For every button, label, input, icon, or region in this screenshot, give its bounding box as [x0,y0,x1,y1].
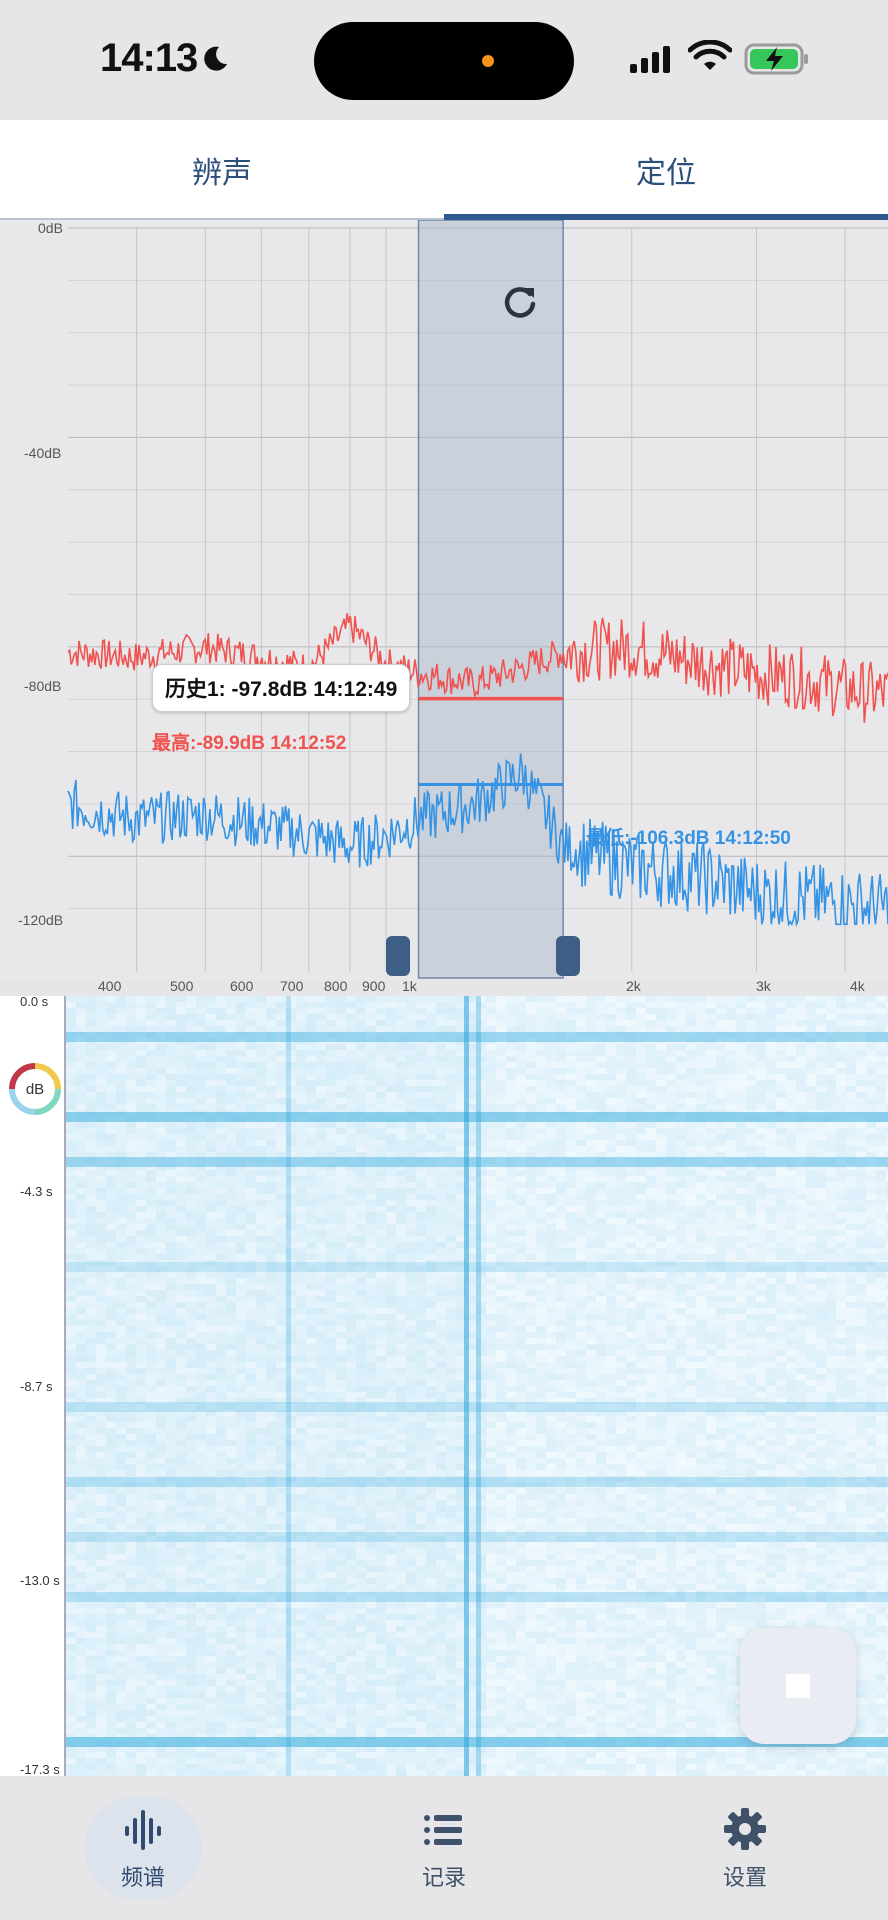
db-tick-0: 0dB [38,220,63,236]
spectrogram-band [66,1737,888,1747]
time-tick-1: -4.3 s [20,1184,53,1199]
nav-records[interactable]: 记录 [384,1798,504,1898]
tab-divider [0,218,444,220]
spectrogram-band [66,1112,888,1122]
nav-settings-label: 设置 [722,1865,767,1890]
wifi-icon [688,40,732,70]
spectrogram-streak [476,996,481,1776]
freq-tick-700: 700 [280,978,304,994]
selection-right-handle[interactable] [556,936,580,976]
tab-locate[interactable]: 定位 [636,157,696,190]
nav-spectrum[interactable]: 频谱 [83,1798,203,1898]
time-tick-3: -13.0 s [20,1573,60,1588]
time-axis-line [64,996,66,1776]
db-tick-2: -80dB [24,678,62,694]
freq-tick-1k: 1k [402,978,417,994]
freq-tick-4k: 4k [850,978,865,994]
waveform-icon [125,1810,161,1850]
max-level-label: 最高:-89.9dB 14:12:52 [152,733,347,754]
status-time: 14:13 [100,36,198,80]
tab-identify[interactable]: 辨声 [192,157,252,190]
stop-icon [786,1674,810,1698]
db-badge-label: dB [25,1080,45,1098]
db-tick-1: -40dB [24,445,62,461]
status-bar: 14:13 [0,0,888,120]
spectrogram-band [66,1592,888,1602]
spectrogram-streak [464,996,469,1776]
spectrogram-band [66,1262,888,1272]
spectrum-series-1 [67,753,888,928]
min-level-label: 最低:-106.3dB 14:12:50 [586,828,791,849]
spectrum-chart[interactable]: 0dB -40dB -80dB -120dB 400 500 600 700 8… [0,220,888,994]
time-tick-4: -17.3 s [20,1762,60,1777]
tab-bar: 辨声 定位 [0,120,888,220]
spectrogram-band [66,1402,888,1412]
history-tooltip: 历史1: -97.8dB 14:12:49 [152,664,411,712]
spectrogram-band [66,1477,888,1487]
privacy-indicator [482,55,494,67]
moon-icon [204,46,227,71]
freq-tick-3k: 3k [756,978,771,994]
freq-tick-900: 900 [362,978,386,994]
spectrum-plot[interactable] [0,220,888,980]
gear-icon [724,1808,766,1850]
nav-settings[interactable]: 设置 [685,1798,805,1898]
spectrogram-streak [286,996,291,1776]
freq-tick-400: 400 [98,978,122,994]
dynamic-island [314,22,574,100]
refress-icon[interactable] [500,282,540,322]
spectrogram-band [66,1032,888,1042]
spectrogram-band [66,1157,888,1167]
tab-active-indicator [444,214,888,220]
nav-records-label: 记录 [421,1865,466,1890]
nav-spectrum-label: 频谱 [120,1865,165,1890]
time-tick-2: -8.7 s [20,1379,53,1394]
time-tick-0: 0.0 s [20,994,49,1009]
battery-charging-icon [744,43,808,75]
selection-band [417,220,564,979]
spectrogram-band [66,1532,888,1542]
freq-tick-600: 600 [230,978,254,994]
list-icon [424,1815,462,1845]
freq-tick-800: 800 [324,978,348,994]
freq-tick-500: 500 [170,978,194,994]
stop-button[interactable] [740,1628,856,1744]
bottom-navigation: 频谱 记录 设置 [0,1776,888,1920]
freq-tick-2k: 2k [626,978,641,994]
cellular-signal-icon [630,46,670,73]
db-tick-3: -120dB [18,912,64,928]
selection-left-handle[interactable] [386,936,410,976]
db-color-scale-badge[interactable]: dB [8,1062,62,1116]
spectrum-series-0 [67,613,888,723]
